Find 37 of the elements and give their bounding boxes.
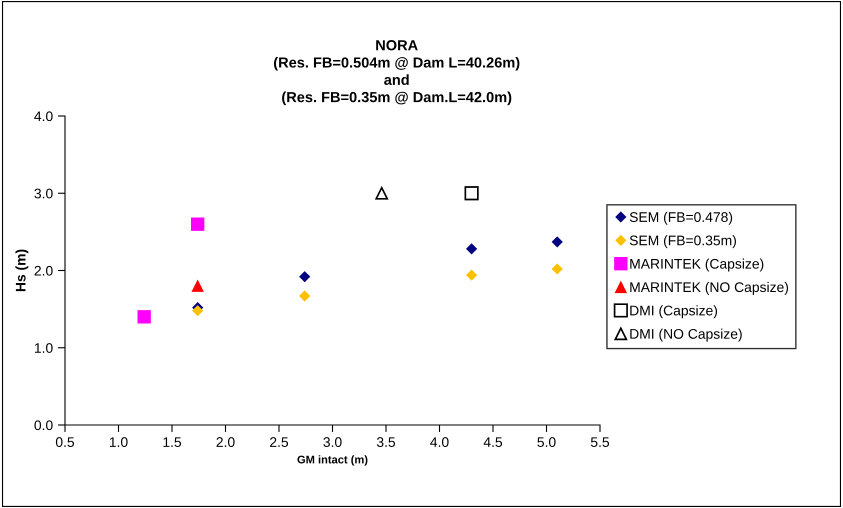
- x-tick-label: 5.5: [590, 437, 610, 448]
- point: [552, 236, 563, 248]
- x-tick-label: 5.0: [537, 437, 556, 448]
- point: [191, 217, 204, 231]
- x-tick-label: 4.0: [430, 437, 449, 448]
- y-tick-label: 0.0: [34, 420, 53, 430]
- point: [466, 270, 478, 281]
- x-tick-label: 2.5: [270, 437, 288, 448]
- legend-label: MARINTEK (NO Capsize): [630, 282, 788, 295]
- y-tick-label: 4.0: [34, 111, 53, 122]
- y-tick-label: 2.0: [34, 266, 53, 276]
- x-tick-label: 2.0: [216, 437, 235, 448]
- x-tick-label: 1.5: [163, 437, 182, 448]
- legend-label: SEM (FB=0.35m): [630, 235, 736, 248]
- y-axis-title: Hs (m): [15, 250, 28, 292]
- x-tick-label: 0.5: [56, 437, 74, 448]
- y-tick-label: 1.0: [34, 343, 53, 353]
- point: [138, 310, 151, 324]
- legend-label: SEM (FB=0.478): [630, 212, 732, 225]
- chart-title: NORA (Res. FB=0.504m @ Dam L=40.26m) and (Res. FB=0.35m @ Dam.L=42.0m): [274, 40, 520, 106]
- x-tick-label: 3.0: [323, 437, 342, 448]
- legend-label: DMI (Capsize): [630, 305, 718, 318]
- point: [299, 290, 310, 302]
- point: [466, 243, 478, 254]
- x-tick-label: 1.0: [110, 437, 128, 448]
- y-tick-label: 3.0: [34, 188, 53, 198]
- x-tick-label: 4.5: [484, 437, 502, 448]
- point: [552, 264, 563, 274]
- point: [464, 186, 479, 200]
- legend-label: DMI (NO Capsize): [630, 328, 742, 342]
- point: [192, 305, 204, 316]
- point: [299, 271, 310, 282]
- x-tick-label: 3.5: [376, 437, 396, 448]
- point: [375, 186, 388, 200]
- x-axis-title: GM intact (m): [297, 455, 368, 466]
- legend-label: MARINTEK (Capsize): [630, 258, 764, 272]
- point: [192, 280, 204, 292]
